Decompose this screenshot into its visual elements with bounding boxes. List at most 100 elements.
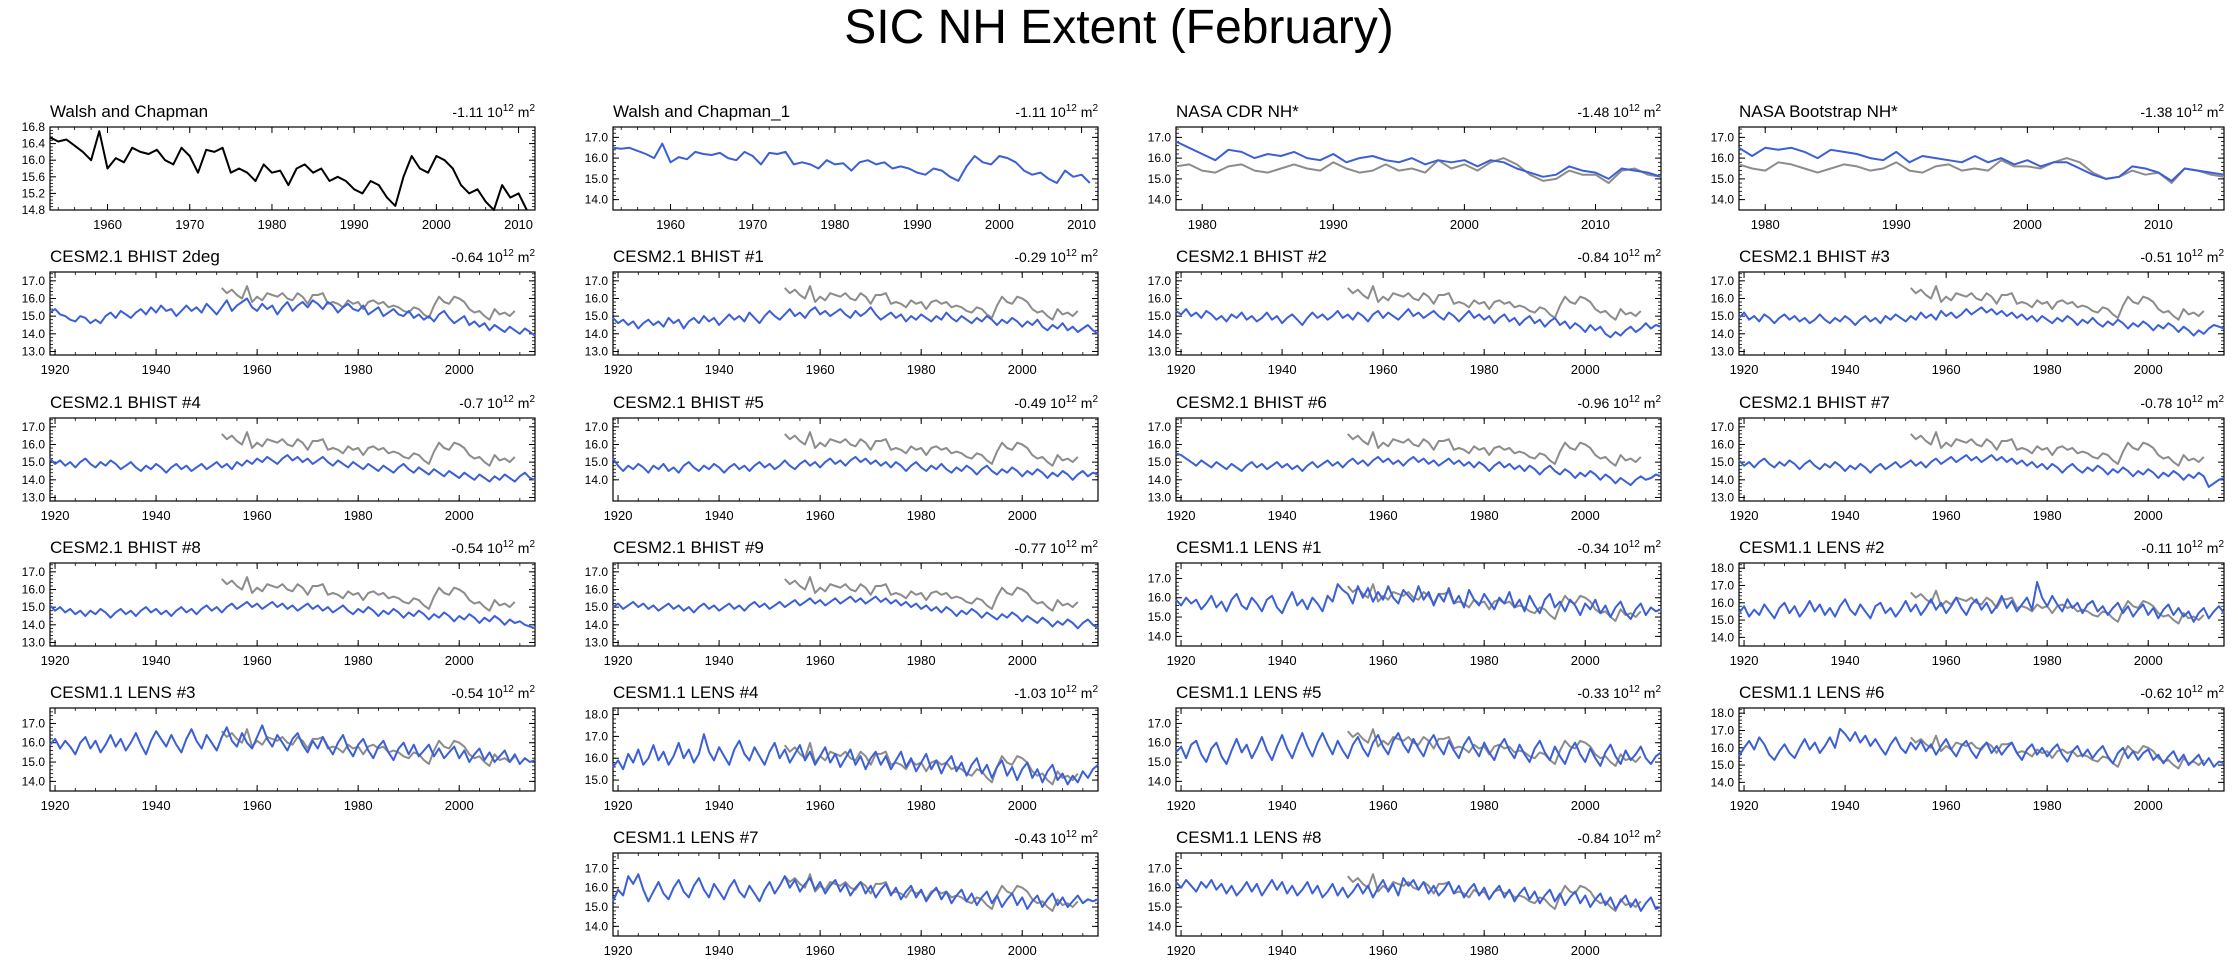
xtick-label: 2000 <box>1571 943 1600 958</box>
panel-15: CESM1.1 LENS #1 -0.34 1012 m2 14.0 15.0 16.0… <box>1148 538 1662 668</box>
panel-title: CESM1.1 LENS #6 <box>1739 683 1885 702</box>
xtick-label: 1940 <box>142 508 171 523</box>
trend-label: -0.7 1012 m2 <box>459 394 535 411</box>
trend-unit: 10 <box>1046 249 1066 265</box>
trend-unit-tail: m <box>514 249 530 265</box>
xtick-label: 2000 <box>1450 217 1479 232</box>
panel-16: CESM1.1 LENS #2 -0.11 1012 m2 14.0 15.0 16.0… <box>1711 538 2225 668</box>
ytick-label: 14.0 <box>22 327 46 341</box>
xtick-label: 1940 <box>705 653 734 668</box>
trend-label: -0.49 1012 m2 <box>1014 394 1098 411</box>
xtick-label: 1940 <box>705 362 734 377</box>
trend-exp: 12 <box>1629 394 1641 405</box>
xtick-label: 2000 <box>445 508 474 523</box>
xtick-label: 1980 <box>907 362 936 377</box>
obs-reference-line <box>221 285 516 321</box>
ytick-label: 16.0 <box>1148 881 1172 895</box>
plot-frame <box>1738 707 2225 792</box>
ytick-label: 15.0 <box>585 900 609 914</box>
trend-unit-tail: m <box>514 395 530 411</box>
xtick-label: 1940 <box>142 798 171 813</box>
plot-frame <box>1738 562 2225 647</box>
ytick-label: 14.8 <box>22 203 46 217</box>
trend-value: -0.54 <box>451 685 483 701</box>
series-line <box>49 600 536 630</box>
trend-label: -1.11 1012 m2 <box>1015 103 1098 120</box>
ytick-label: 16.8 <box>22 120 46 134</box>
trend-sq: 2 <box>1092 829 1098 840</box>
xtick-label: 1970 <box>738 217 767 232</box>
xtick-label: 1920 <box>41 362 70 377</box>
xtick-label: 1920 <box>1730 362 1759 377</box>
ytick-label: 15.0 <box>1711 309 1735 323</box>
trend-unit: 10 <box>1046 104 1066 120</box>
xtick-label: 1990 <box>340 217 369 232</box>
trend-unit-tail: m <box>1077 685 1093 701</box>
trend-label: -1.38 1012 m2 <box>2140 103 2224 120</box>
trend-unit: 10 <box>1609 249 1629 265</box>
trend-unit: 10 <box>2172 540 2192 556</box>
panel-13: CESM2.1 BHIST #8 -0.54 1012 m2 13.0 14.0 15.… <box>22 538 536 668</box>
ytick-label: 16.0 <box>585 582 609 596</box>
panel-6: CESM2.1 BHIST #1 -0.29 1012 m2 13.0 14.0 15.… <box>585 247 1099 377</box>
trend-value: -1.48 <box>1577 104 1609 120</box>
trend-sq: 2 <box>529 103 535 114</box>
trend-sq: 2 <box>1655 103 1661 114</box>
xtick-label: 1960 <box>656 217 685 232</box>
trend-sq: 2 <box>529 248 535 259</box>
obs-reference-line <box>1738 157 2225 184</box>
xtick-label: 1960 <box>1369 653 1398 668</box>
ytick-label: 14.0 <box>22 618 46 632</box>
xtick-label: 1920 <box>1730 508 1759 523</box>
trend-label: -0.29 1012 m2 <box>1014 248 1098 265</box>
panel-18: CESM1.1 LENS #4 -1.03 1012 m2 15.0 16.0 17.0… <box>585 683 1099 813</box>
plot-frame <box>612 271 1099 356</box>
ytick-label: 17.0 <box>1148 571 1172 585</box>
xtick-label: 1980 <box>344 362 373 377</box>
trend-unit: 10 <box>483 540 503 556</box>
trend-value: -0.51 <box>2140 249 2172 265</box>
xtick-label: 1960 <box>1932 508 1961 523</box>
xtick-label: 2000 <box>985 217 1014 232</box>
ytick-label: 17.0 <box>1148 420 1172 434</box>
ytick-label: 17.0 <box>1711 723 1735 737</box>
trend-exp: 12 <box>503 103 515 114</box>
obs-reference-line <box>221 728 516 767</box>
obs-reference-line <box>1910 431 2205 467</box>
trend-sq: 2 <box>1655 539 1661 550</box>
trend-exp: 12 <box>503 248 515 259</box>
plot-frame <box>612 852 1099 937</box>
trend-sq: 2 <box>1655 684 1661 695</box>
series-line <box>1738 146 2225 182</box>
xtick-label: 2000 <box>2134 653 2163 668</box>
trend-unit-tail: m <box>1640 395 1656 411</box>
xtick-label: 1980 <box>1470 362 1499 377</box>
xtick-label: 1960 <box>806 653 835 668</box>
trend-unit-tail: m <box>1640 249 1656 265</box>
plot-frame <box>612 417 1099 502</box>
series-line <box>49 297 536 337</box>
xtick-label: 1940 <box>705 508 734 523</box>
ytick-label: 14.0 <box>22 774 46 788</box>
xtick-label: 1920 <box>1167 362 1196 377</box>
trend-value: -0.11 <box>2141 540 2172 556</box>
obs-reference-line <box>1910 734 2205 770</box>
panel-title: CESM1.1 LENS #8 <box>1176 828 1322 847</box>
series-line <box>1738 454 2225 488</box>
xtick-label: 1980 <box>2033 798 2062 813</box>
ytick-label: 16.0 <box>1711 437 1735 451</box>
ytick-label: 17.0 <box>1711 274 1735 288</box>
trend-exp: 12 <box>2192 103 2204 114</box>
xtick-label: 1920 <box>604 653 633 668</box>
ytick-label: 17.0 <box>585 274 609 288</box>
series-line <box>1175 308 1662 339</box>
trend-unit: 10 <box>483 249 503 265</box>
panel-title: CESM2.1 BHIST #5 <box>613 393 764 412</box>
panel-title: CESM2.1 BHIST #6 <box>1176 393 1327 412</box>
plot-frame <box>1175 852 1662 937</box>
panel-title: Walsh and Chapman <box>50 102 208 121</box>
ytick-label: 14.0 <box>1148 327 1172 341</box>
obs-reference-line <box>784 741 1079 786</box>
xtick-label: 2000 <box>445 653 474 668</box>
ytick-label: 15.0 <box>1148 172 1172 186</box>
